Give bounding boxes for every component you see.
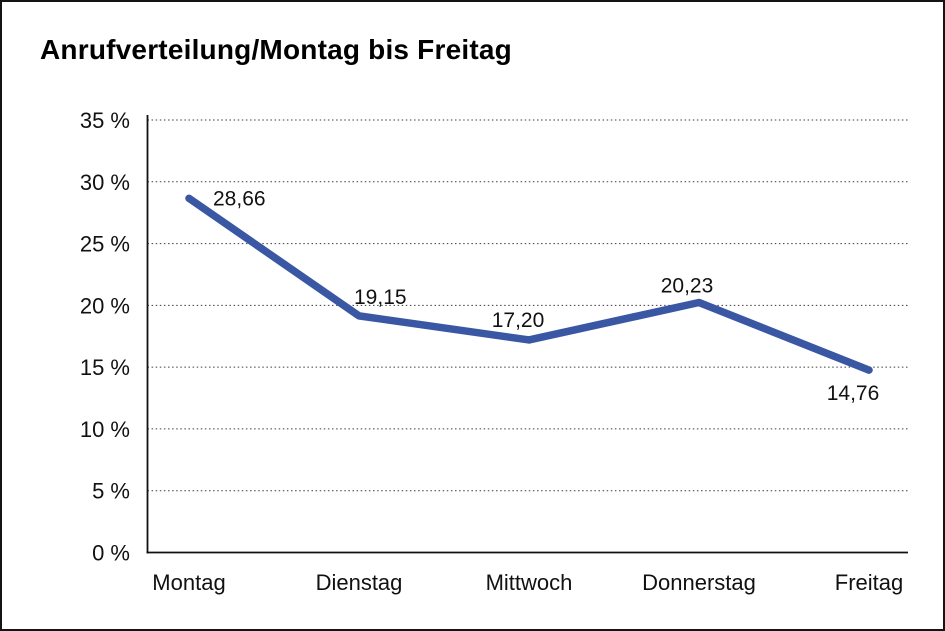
x-tick-label: Freitag xyxy=(835,570,903,595)
y-tick-label: 20 % xyxy=(80,293,130,318)
y-tick-label: 30 % xyxy=(80,170,130,195)
data-series-line xyxy=(185,194,873,374)
point-value-label: 17,20 xyxy=(492,309,545,332)
point-value-label: 20,23 xyxy=(661,275,714,298)
y-tick-label: 5 % xyxy=(92,479,130,504)
x-tick-label: Donnerstag xyxy=(642,570,756,595)
point-value-label: 19,15 xyxy=(354,286,407,309)
y-tick-label: 25 % xyxy=(80,232,130,257)
y-tick-label: 10 % xyxy=(80,417,130,442)
point-value-label: 14,76 xyxy=(827,382,880,405)
y-tick-label: 35 % xyxy=(80,108,130,133)
x-tick-label: Mittwoch xyxy=(486,570,573,595)
point-value-label: 28,66 xyxy=(213,187,266,210)
y-tick-label: 0 % xyxy=(92,541,130,566)
chart-title: Anrufverteilung/Montag bis Freitag xyxy=(40,34,512,65)
x-tick-label: Dienstag xyxy=(316,570,403,595)
x-tick-label: Montag xyxy=(152,570,225,595)
y-tick-label: 15 % xyxy=(80,355,130,380)
